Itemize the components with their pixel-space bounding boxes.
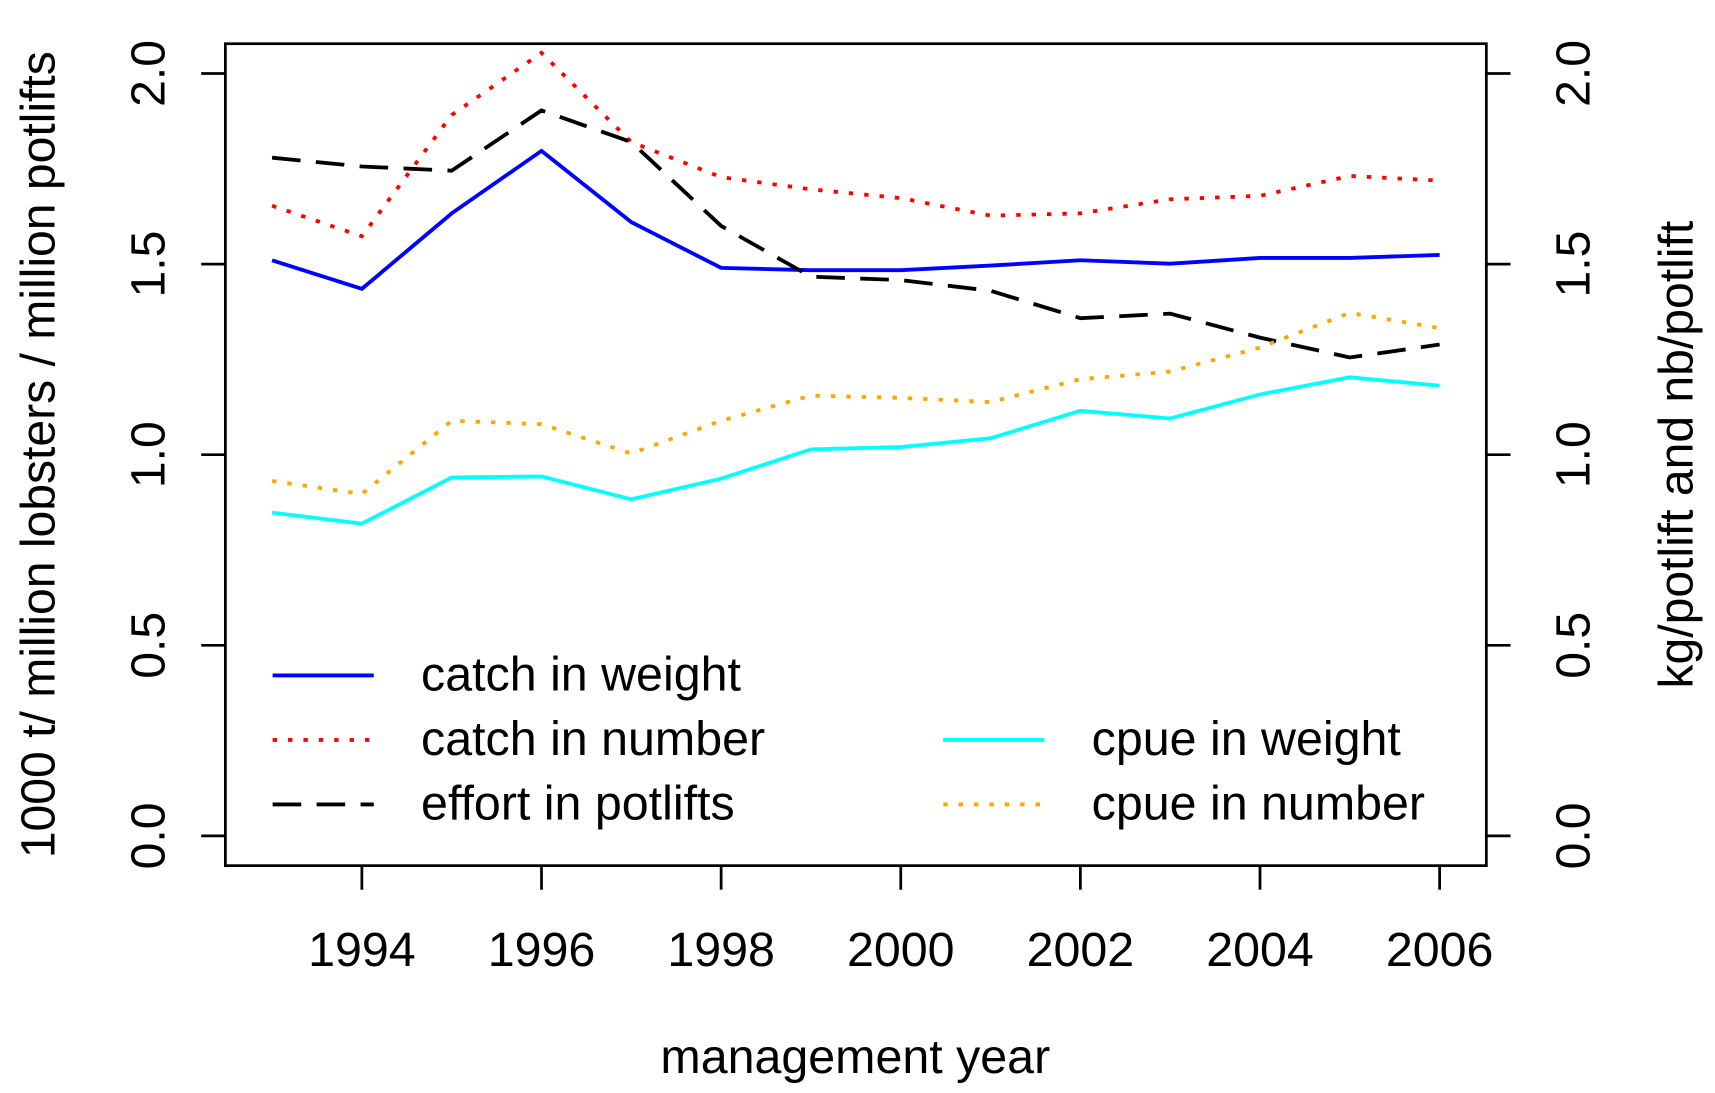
legend-label: effort in potlifts bbox=[421, 776, 735, 830]
x-axis-title: management year bbox=[660, 1030, 1050, 1084]
y2-axis-title: kg/potlift and nb/potlift bbox=[1649, 220, 1703, 688]
x-tick-label: 1994 bbox=[308, 923, 416, 977]
legend-label: catch in number bbox=[421, 712, 765, 766]
legend-label: catch in weight bbox=[421, 647, 741, 701]
x-tick-label: 2000 bbox=[847, 923, 955, 977]
y-tick-label: 2.0 bbox=[121, 40, 175, 107]
y-axis-title: 1000 t/ million lobsters / million potli… bbox=[11, 51, 65, 858]
series-line bbox=[271, 50, 1440, 239]
y-tick-label: 0.0 bbox=[121, 803, 175, 870]
legend-label: cpue in number bbox=[1092, 776, 1425, 830]
y2-tick-label: 0.5 bbox=[1546, 612, 1600, 679]
y2-tick-label: 1.0 bbox=[1546, 421, 1600, 488]
y2-tick-label: 2.0 bbox=[1546, 40, 1600, 107]
x-tick-label: 1998 bbox=[667, 923, 775, 977]
x-tick-label: 2004 bbox=[1206, 923, 1314, 977]
x-tick-label: 2006 bbox=[1386, 923, 1494, 977]
series-line bbox=[271, 148, 1440, 291]
x-tick-label: 1996 bbox=[488, 923, 596, 977]
legend-label: cpue in weight bbox=[1092, 712, 1402, 766]
y-tick-label: 1.0 bbox=[121, 421, 175, 488]
series-line bbox=[271, 108, 1440, 360]
y2-tick-label: 0.0 bbox=[1546, 803, 1600, 870]
y-tick-label: 1.5 bbox=[121, 231, 175, 298]
y-tick-label: 0.5 bbox=[121, 612, 175, 679]
series-line bbox=[271, 375, 1440, 526]
y2-tick-label: 1.5 bbox=[1546, 231, 1600, 298]
x-tick-label: 2002 bbox=[1027, 923, 1135, 977]
